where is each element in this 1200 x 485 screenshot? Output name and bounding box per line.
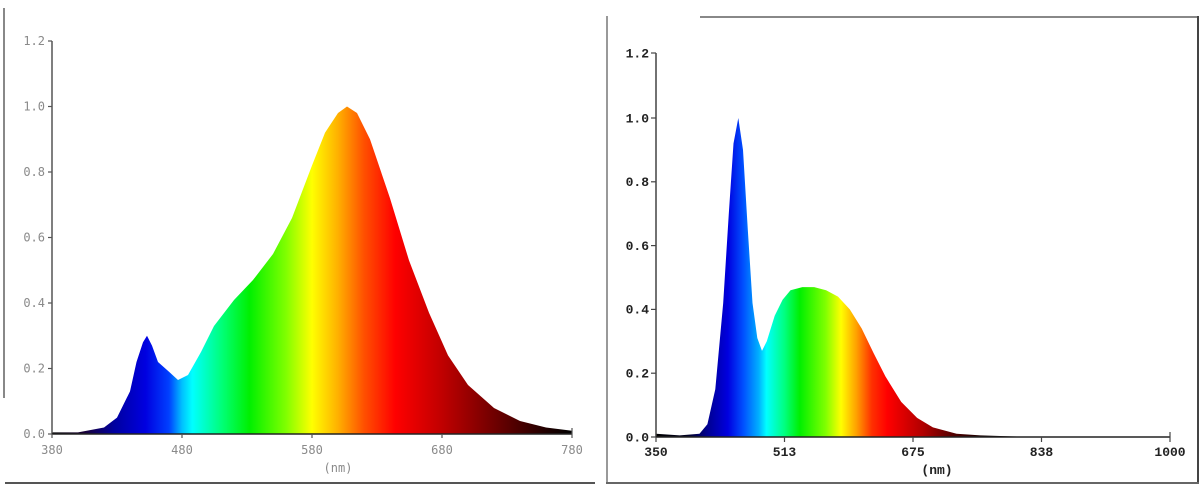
right-y-tick: 1.0 xyxy=(626,112,650,127)
right-y-tick: 1.2 xyxy=(626,47,650,62)
left-y-tick: 0.4 xyxy=(23,296,45,310)
right-y-tick: 0.2 xyxy=(626,367,650,382)
right-x-tick: 513 xyxy=(773,445,797,460)
left-y-tick: 0.6 xyxy=(23,231,45,245)
right-y-tick: 0.4 xyxy=(626,303,650,318)
left-y-tick: 1.2 xyxy=(23,34,45,48)
left-panel-bottom-border xyxy=(5,482,595,484)
right-y-tick: 0.6 xyxy=(626,239,650,254)
left-chart: 0.0 0.2 0.4 0.6 0.8 1.0 1.2 380 480 580 … xyxy=(23,34,583,475)
right-spectrum-area xyxy=(656,118,1170,437)
right-chart: 0.0 0.2 0.4 0.6 0.8 1.0 1.2 350 513 675 … xyxy=(626,47,1186,479)
right-panel-top-border xyxy=(700,16,1198,18)
right-x-tick: 675 xyxy=(901,445,925,460)
left-y-tick: 1.0 xyxy=(23,100,45,114)
right-y-tick: 0.0 xyxy=(626,431,650,446)
right-x-tick: 1000 xyxy=(1154,445,1185,460)
left-x-axis-label: (nm) xyxy=(324,461,353,475)
left-y-tick: 0.0 xyxy=(23,427,45,441)
right-panel-right-border xyxy=(1197,16,1199,482)
left-x-tick: 380 xyxy=(41,443,63,457)
left-y-tick: 0.8 xyxy=(23,165,45,179)
right-x-tick: 838 xyxy=(1030,445,1054,460)
left-x-tick: 780 xyxy=(561,443,583,457)
right-x-tick: 350 xyxy=(644,445,668,460)
left-x-tick: 680 xyxy=(431,443,453,457)
left-panel-border xyxy=(3,8,5,398)
left-y-tick: 0.2 xyxy=(23,362,45,376)
left-x-tick: 480 xyxy=(171,443,193,457)
left-spectrum-area xyxy=(52,106,572,434)
right-panel-bottom-border xyxy=(606,482,1199,484)
right-x-axis-label: (nm) xyxy=(921,463,952,478)
right-panel-left-border xyxy=(606,16,608,482)
left-x-tick: 580 xyxy=(301,443,323,457)
right-y-tick: 0.8 xyxy=(626,175,650,190)
